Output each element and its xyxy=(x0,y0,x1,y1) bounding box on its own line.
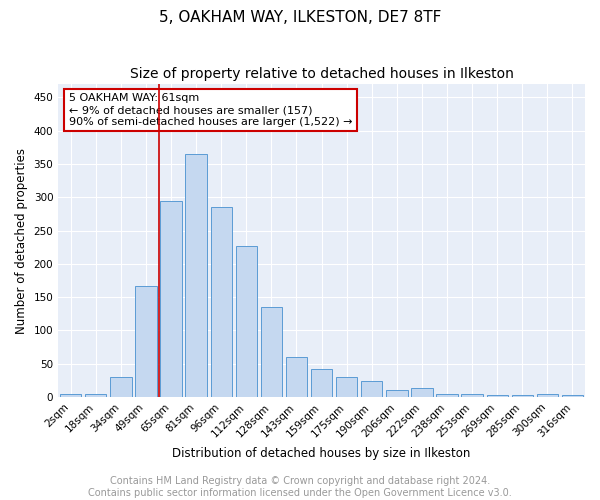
Y-axis label: Number of detached properties: Number of detached properties xyxy=(15,148,28,334)
Bar xyxy=(160,201,182,397)
Bar xyxy=(236,246,257,397)
Bar xyxy=(185,154,207,397)
Bar xyxy=(60,394,82,397)
Bar xyxy=(537,394,558,397)
Bar xyxy=(361,381,382,397)
Bar xyxy=(461,394,483,397)
Bar xyxy=(562,395,583,397)
Bar xyxy=(336,377,358,397)
Bar xyxy=(411,388,433,397)
Text: Contains HM Land Registry data © Crown copyright and database right 2024.
Contai: Contains HM Land Registry data © Crown c… xyxy=(88,476,512,498)
X-axis label: Distribution of detached houses by size in Ilkeston: Distribution of detached houses by size … xyxy=(172,447,471,460)
Text: 5 OAKHAM WAY: 61sqm
← 9% of detached houses are smaller (157)
90% of semi-detach: 5 OAKHAM WAY: 61sqm ← 9% of detached hou… xyxy=(69,94,352,126)
Bar xyxy=(85,394,106,397)
Text: 5, OAKHAM WAY, ILKESTON, DE7 8TF: 5, OAKHAM WAY, ILKESTON, DE7 8TF xyxy=(159,10,441,25)
Bar xyxy=(136,286,157,397)
Title: Size of property relative to detached houses in Ilkeston: Size of property relative to detached ho… xyxy=(130,68,514,82)
Bar xyxy=(512,395,533,397)
Bar xyxy=(386,390,407,397)
Bar xyxy=(286,357,307,397)
Bar xyxy=(311,369,332,397)
Bar xyxy=(261,307,282,397)
Bar xyxy=(487,395,508,397)
Bar xyxy=(211,207,232,397)
Bar xyxy=(110,377,131,397)
Bar xyxy=(436,394,458,397)
